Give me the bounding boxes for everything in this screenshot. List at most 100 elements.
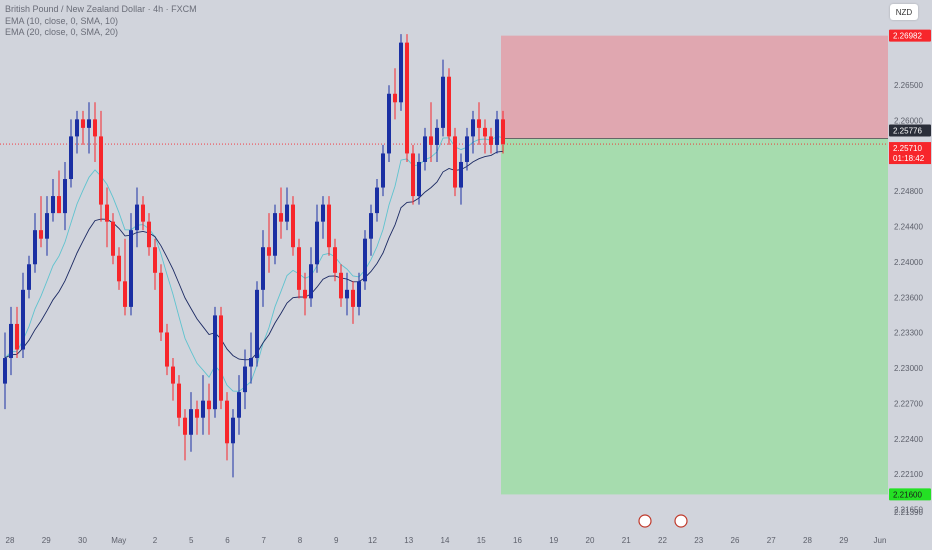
candle-bull — [33, 230, 37, 265]
candle-bull — [21, 289, 25, 350]
y-tick-label: 2.26000 — [894, 116, 923, 125]
x-tick-label: 14 — [441, 536, 450, 545]
candle-bear — [411, 153, 415, 197]
candle-bear — [393, 93, 397, 103]
candle-bull — [495, 119, 499, 145]
candle-bull — [363, 238, 367, 282]
candle-bear — [351, 289, 355, 307]
legend: British Pound / New Zealand Dollar · 4h … — [5, 4, 197, 39]
candle-bull — [135, 204, 139, 231]
x-tick-label: 20 — [586, 536, 595, 545]
legend-ema10-line: EMA (10, close, 0, SMA, 10) — [5, 15, 119, 26]
candle-bear — [219, 315, 223, 401]
candle-bear — [105, 204, 109, 222]
candle-bear — [267, 247, 271, 256]
candle-bull — [27, 264, 31, 290]
candle-bear — [81, 119, 85, 128]
candle-bear — [57, 196, 61, 214]
candle-bear — [141, 204, 145, 222]
x-tick-label: 12 — [368, 536, 377, 545]
candle-bear — [39, 230, 43, 239]
y-tick-label: 2.22100 — [894, 470, 923, 479]
x-tick-label: 28 — [803, 536, 812, 545]
candle-bull — [345, 289, 349, 299]
x-tick-label: 6 — [225, 536, 230, 545]
stop-price-label-box — [889, 29, 931, 42]
candle-bull — [459, 161, 463, 188]
y-tick-label: 2.24800 — [894, 187, 923, 196]
x-tick-label: 26 — [731, 536, 740, 545]
candle-bull — [9, 323, 13, 359]
candle-bear — [339, 272, 343, 299]
candle-bear — [183, 417, 187, 435]
entry-price-label: 2.25776 — [893, 126, 922, 135]
candle-bull — [399, 42, 403, 103]
candle-bear — [483, 127, 487, 137]
candle-bull — [237, 392, 241, 418]
candle-bear — [501, 119, 505, 145]
y-tick-label: 2.22400 — [894, 435, 923, 444]
candle-bull — [201, 400, 205, 418]
candle-bear — [99, 136, 103, 205]
candle-bull — [441, 76, 445, 128]
x-tick-label: 29 — [839, 536, 848, 545]
candle-bull — [315, 221, 319, 265]
y-tick-label: 2.24400 — [894, 223, 923, 232]
entry-price-label-box — [889, 124, 931, 137]
candle-bear — [477, 119, 481, 128]
y-tick-label: 2.23600 — [894, 293, 923, 302]
currency-button[interactable]: NZD — [890, 4, 918, 20]
candle-bull — [63, 179, 67, 214]
x-tick-label: 15 — [477, 536, 486, 545]
candle-bear — [93, 119, 97, 137]
x-tick-label: 21 — [622, 536, 631, 545]
candle-bear — [447, 76, 451, 137]
x-tick-label: May — [111, 536, 126, 545]
candle-bear — [405, 42, 409, 154]
candle-bull — [231, 417, 235, 444]
candle-bear — [333, 247, 337, 273]
x-tick-label: 29 — [42, 536, 51, 545]
target-price-label: 2.21600 — [893, 490, 922, 499]
candle-bear — [303, 289, 307, 299]
candle-bear — [207, 400, 211, 410]
y-tick-label: 2.23300 — [894, 329, 923, 338]
candle-bull — [471, 119, 475, 137]
y-tick-label: 2.22700 — [894, 399, 923, 408]
candle-bear — [327, 204, 331, 248]
take-profit-zone — [501, 138, 888, 495]
candle-bull — [189, 409, 193, 435]
y-tick-label: 2.21390 — [894, 508, 923, 517]
candle-bull — [51, 196, 55, 214]
x-tick-label: 8 — [298, 536, 303, 545]
candle-bear — [165, 332, 169, 367]
candle-bear — [123, 281, 127, 307]
candle-bull — [273, 213, 277, 256]
stop-loss-zone — [501, 35, 888, 139]
candle-bull — [375, 187, 379, 214]
candle-bull — [69, 136, 73, 180]
y-tick-label: 2.21650 — [894, 506, 923, 515]
candle-bull — [45, 213, 49, 239]
last-price-label: 2.25710 — [893, 144, 922, 153]
x-tick-label: 16 — [513, 536, 522, 545]
price-axis — [888, 0, 932, 550]
candle-bull — [75, 119, 79, 137]
x-tick-label: 27 — [767, 536, 776, 545]
candle-bear — [153, 247, 157, 273]
candle-bull — [423, 136, 427, 162]
legend-symbol-line: British Pound / New Zealand Dollar · 4h … — [5, 4, 197, 14]
candle-bull — [255, 289, 259, 359]
y-tick-label: 2.23000 — [894, 364, 923, 373]
x-tick-label: 28 — [6, 536, 15, 545]
x-tick-label: 2 — [153, 536, 158, 545]
candle-bull — [285, 204, 289, 222]
x-tick-label: 9 — [334, 536, 339, 545]
candle-bear — [195, 409, 199, 418]
y-tick-label: 2.26500 — [894, 81, 923, 90]
ema20-line — [4, 150, 504, 361]
target-price-label-box — [889, 488, 931, 501]
candle-bull — [321, 204, 325, 222]
